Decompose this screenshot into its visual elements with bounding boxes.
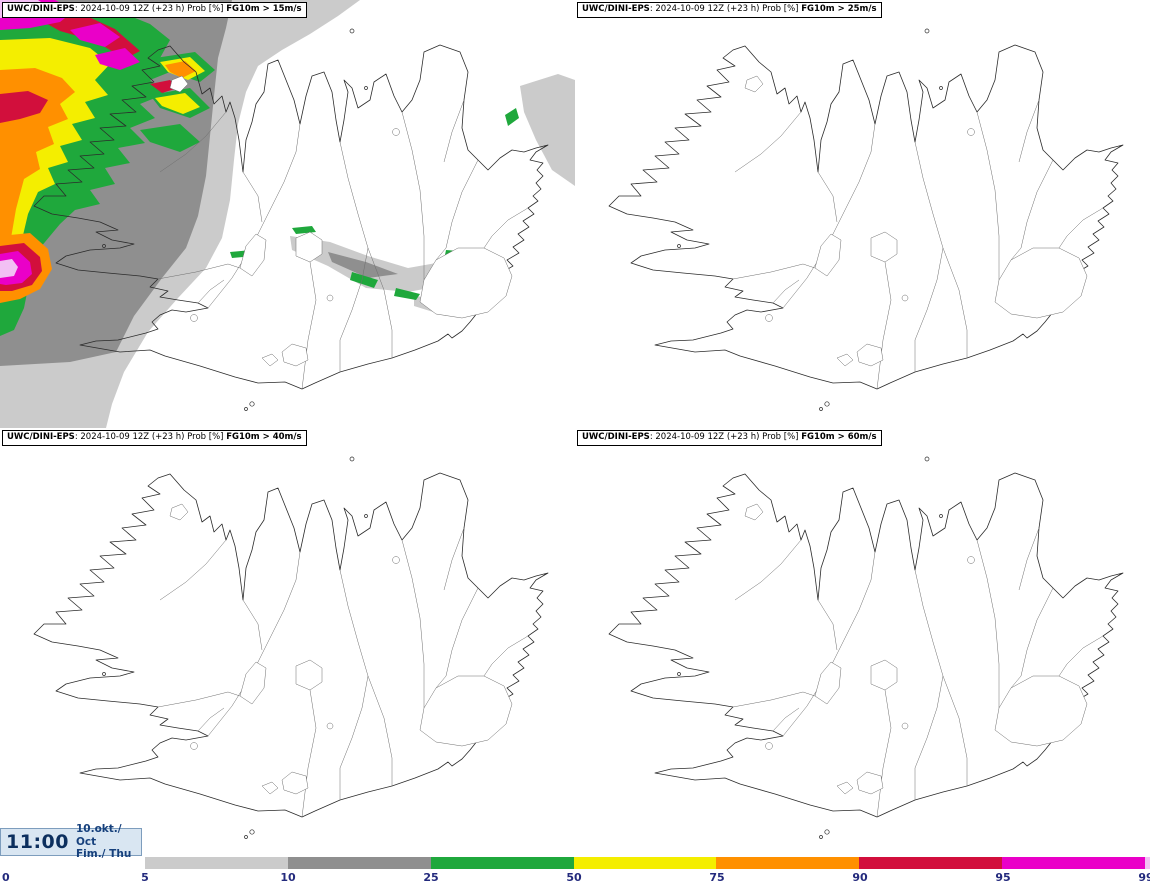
legend-segment [430,857,574,869]
model-name: UWC/DINI-EPS [582,4,650,14]
legend-label: 99 [1138,871,1150,884]
panel-title: UWC/DINI-EPS: 2024-10-09 12Z (+23 h) Pro… [2,430,307,447]
iceland-map [608,28,1124,411]
threshold-label: FG10m > 15m/s [226,4,302,14]
iceland-map [33,456,549,839]
run-info: : 2024-10-09 12Z (+23 h) Prob [%] [649,432,802,442]
model-name: UWC/DINI-EPS [7,432,75,442]
legend-segment [859,857,1003,869]
valid-date: 10.okt./ Oct Fim./ Thu [76,823,136,861]
legend-segment [145,857,288,869]
map-panel-fg60: UWC/DINI-EPS: 2024-10-09 12Z (+23 h) Pro… [575,428,1150,856]
legend-footer: 0 5 10 25 50 75 90 95 99 [0,856,1150,891]
legend-label: 75 [709,871,725,884]
legend-label: 90 [852,871,868,884]
threshold-label: FG10m > 25m/s [801,4,877,14]
model-name: UWC/DINI-EPS [7,4,75,14]
legend-segment [1145,857,1150,869]
valid-time: 11:00 [6,831,69,853]
legend-colorbar [145,857,1150,869]
threshold-label: FG10m > 60m/s [801,432,877,442]
legend-label: 10 [280,871,296,884]
run-info: : 2024-10-09 12Z (+23 h) Prob [%] [649,4,802,14]
legend-segment [287,857,431,869]
legend-segment [1002,857,1146,869]
map-panel-fg25: UWC/DINI-EPS: 2024-10-09 12Z (+23 h) Pro… [575,0,1150,428]
map-panel-fg15: UWC/DINI-EPS: 2024-10-09 12Z (+23 h) Pro… [0,0,575,428]
valid-date-line: 10.okt./ Oct [75,823,122,848]
panel-title: UWC/DINI-EPS: 2024-10-09 12Z (+23 h) Pro… [577,2,882,19]
iceland-map [608,456,1124,839]
legend-labels: 0 5 10 25 50 75 90 95 99 [0,871,1150,887]
run-info: : 2024-10-09 12Z (+23 h) Prob [%] [74,4,227,14]
threshold-label: FG10m > 40m/s [226,432,302,442]
model-name: UWC/DINI-EPS [582,432,650,442]
map-panel-fg40: UWC/DINI-EPS: 2024-10-09 12Z (+23 h) Pro… [0,428,575,856]
probability-shading [0,0,575,428]
panel-title: UWC/DINI-EPS: 2024-10-09 12Z (+23 h) Pro… [2,2,307,19]
valid-time-box: 11:00 10.okt./ Oct Fim./ Thu [0,823,142,860]
legend-label: 95 [995,871,1011,884]
legend-label: 50 [566,871,582,884]
legend-label: 25 [423,871,439,884]
legend-segment [716,857,860,869]
run-info: : 2024-10-09 12Z (+23 h) Prob [%] [74,432,227,442]
legend-label: 5 [141,871,149,884]
iceland-map [0,0,575,428]
legend-label: 0 [2,871,10,884]
valid-day-line: Fim./ Thu [75,848,132,861]
panel-title: UWC/DINI-EPS: 2024-10-09 12Z (+23 h) Pro… [577,430,882,447]
legend-segment [573,857,717,869]
